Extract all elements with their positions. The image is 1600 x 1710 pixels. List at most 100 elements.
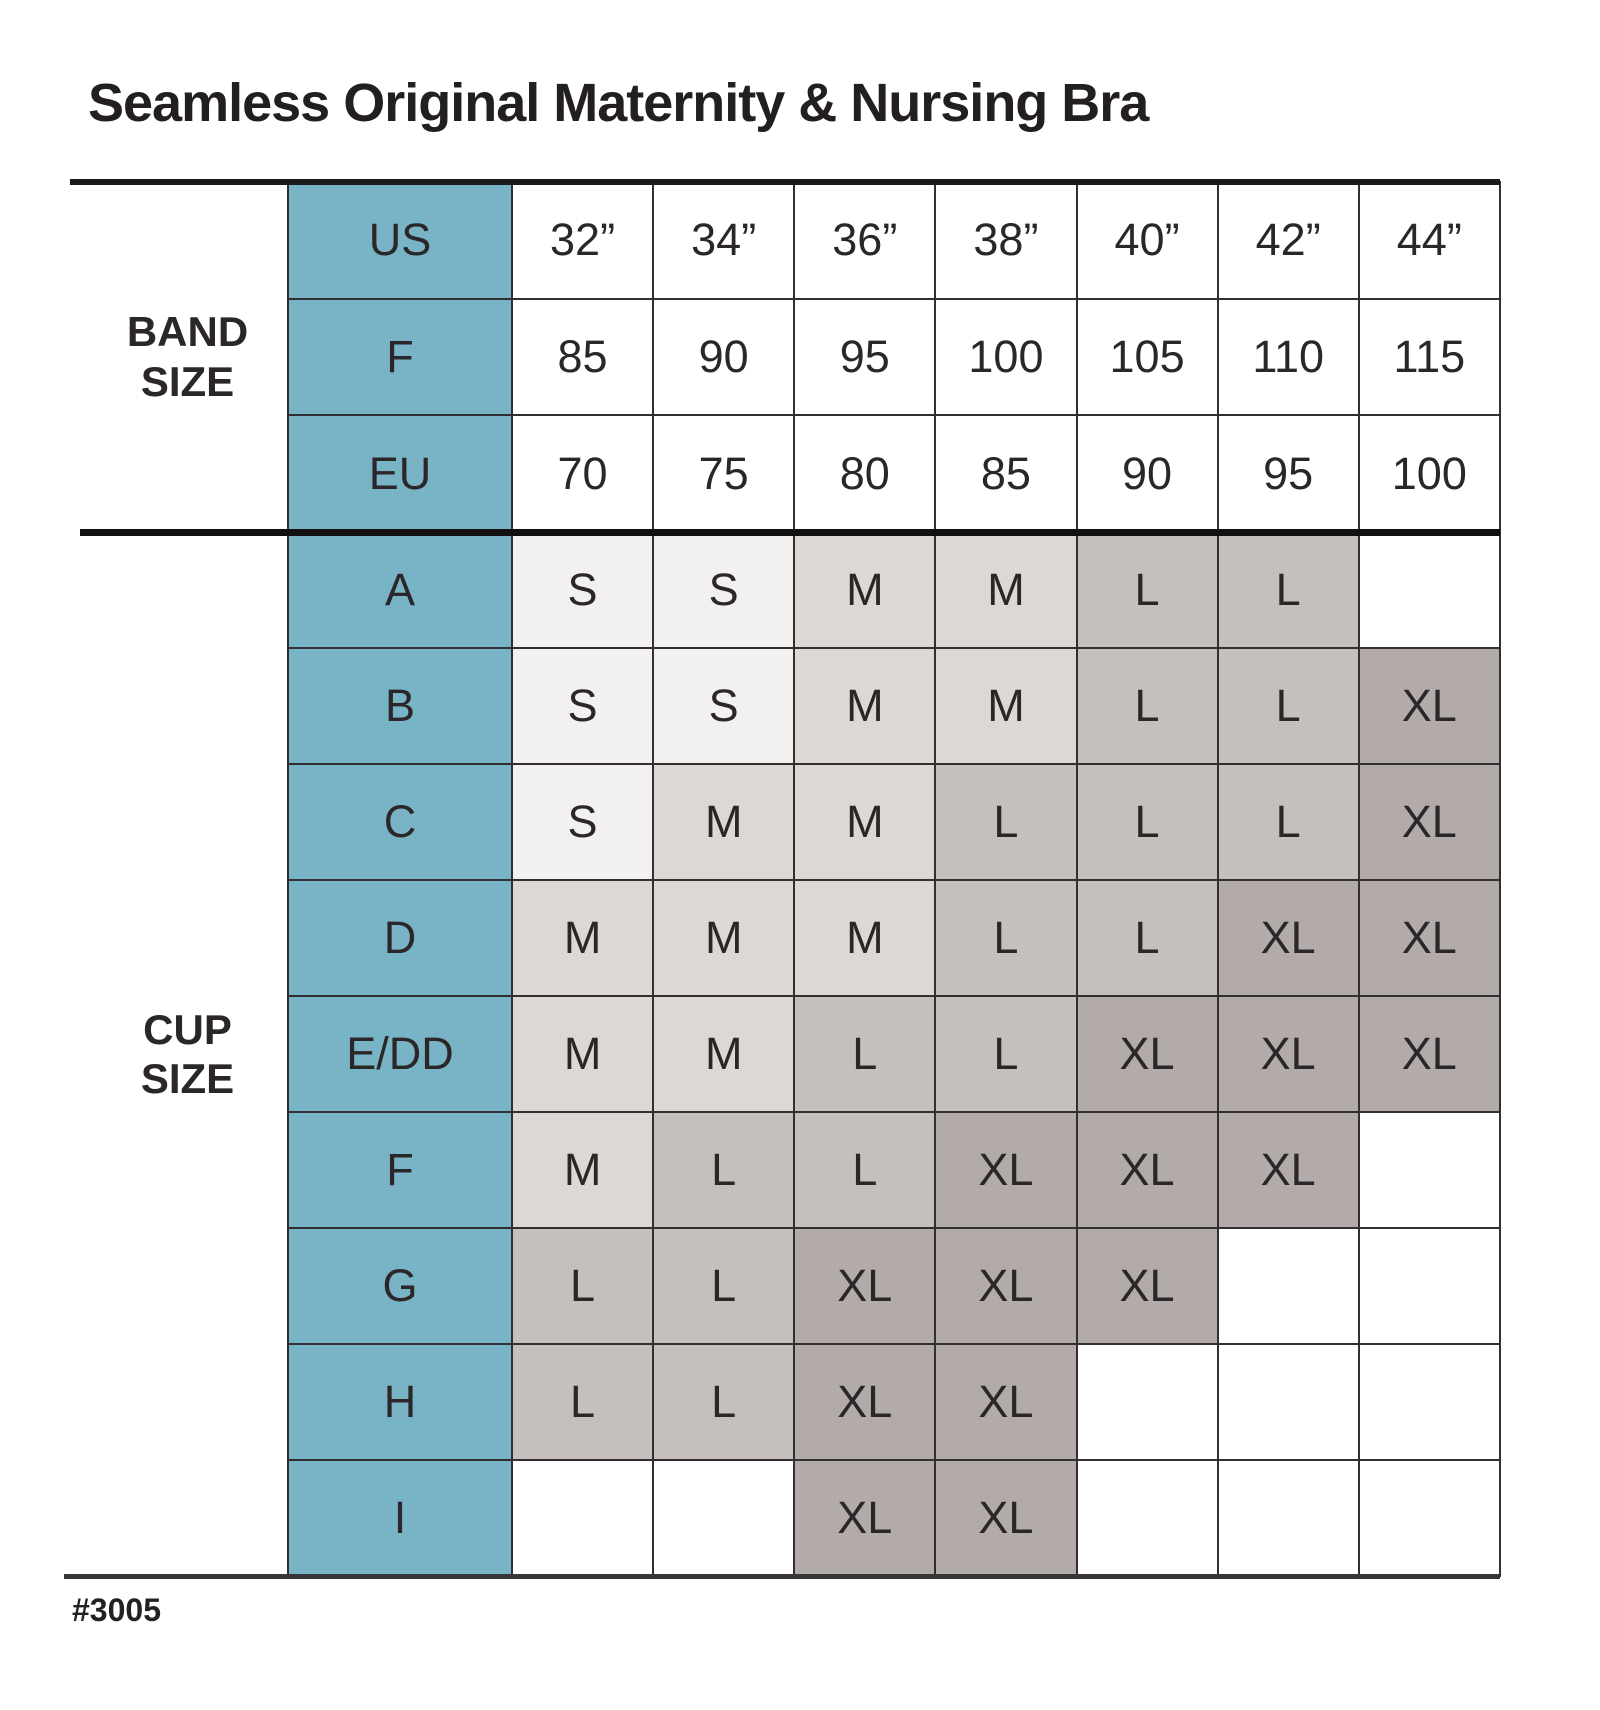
size-cell: M <box>793 879 937 998</box>
size-cell <box>1357 1459 1501 1578</box>
cup-row-key-c: C <box>287 763 513 882</box>
cup-size-label: CUP SIZE <box>88 532 288 1577</box>
band-value-cell: 100 <box>1357 414 1501 534</box>
size-cell <box>1216 1343 1360 1462</box>
size-cell <box>1357 1343 1501 1462</box>
size-cell: M <box>652 995 796 1114</box>
size-cell: XL <box>793 1343 937 1462</box>
size-cell: M <box>510 995 655 1114</box>
size-cell: L <box>793 995 937 1114</box>
size-cell <box>652 1459 796 1578</box>
band-value-cell: 85 <box>934 414 1078 534</box>
cup-row-key-b: B <box>287 647 513 766</box>
band-value-cell: 105 <box>1075 297 1219 417</box>
size-cell: XL <box>1357 995 1501 1114</box>
size-cell: S <box>652 647 796 766</box>
size-cell <box>1075 1459 1219 1578</box>
size-cell: M <box>934 647 1078 766</box>
table-bottom-rule <box>64 1574 1500 1579</box>
size-cell: M <box>652 879 796 998</box>
size-cell: S <box>510 531 655 650</box>
size-cell: XL <box>1357 879 1501 998</box>
cup-row-key-d: D <box>287 879 513 998</box>
table-row-cup-b: B S S M M L L XL <box>88 647 1501 766</box>
table-row-cup-h: H L L XL XL <box>88 1343 1501 1462</box>
cup-row-key-a: A <box>287 531 513 650</box>
size-cell: L <box>934 995 1078 1114</box>
size-cell: XL <box>934 1111 1078 1230</box>
table-row-cup-edd: E/DD M M L L XL XL XL <box>88 995 1501 1114</box>
size-cell: M <box>793 647 937 766</box>
band-value-cell: 70 <box>510 414 655 534</box>
band-value-cell: 80 <box>793 414 937 534</box>
size-cell: L <box>1075 879 1219 998</box>
size-cell <box>510 1459 655 1578</box>
table-row-band-us: BAND SIZE US 32” 34” 36” 38” 40” 42” 44” <box>88 181 1501 533</box>
size-cell: L <box>510 1343 655 1462</box>
band-value-cell: 95 <box>1216 414 1360 534</box>
size-cell: L <box>1075 647 1219 766</box>
band-value-cell: 34” <box>652 181 796 300</box>
size-cell: L <box>652 1111 796 1230</box>
cup-row-key-g: G <box>287 1227 513 1346</box>
band-row-key-eu: EU <box>287 414 513 534</box>
table-row-cup-a: CUP SIZE A S S M M L L <box>88 531 1501 1577</box>
size-cell: L <box>793 1111 937 1230</box>
band-value-cell: 36” <box>793 181 937 300</box>
band-value-cell: 44” <box>1357 181 1501 300</box>
band-value-cell: 75 <box>652 414 796 534</box>
band-value-cell: 110 <box>1216 297 1360 417</box>
size-cell: XL <box>1075 995 1219 1114</box>
size-cell: M <box>793 531 937 650</box>
band-row-key-us: US <box>287 181 513 300</box>
size-cell: XL <box>1075 1111 1219 1230</box>
size-cell: M <box>934 531 1078 650</box>
band-value-cell: 95 <box>793 297 937 417</box>
size-cell: L <box>510 1227 655 1346</box>
table-row-cup-g: G L L XL XL XL <box>88 1227 1501 1346</box>
size-cell: M <box>793 763 937 882</box>
band-value-cell: 90 <box>652 297 796 417</box>
size-cell: S <box>510 763 655 882</box>
size-cell <box>1216 1459 1360 1578</box>
size-cell <box>1216 1227 1360 1346</box>
cup-row-key-edd: E/DD <box>287 995 513 1114</box>
table-row-cup-i: I XL XL <box>88 1459 1501 1578</box>
size-cell: L <box>1216 531 1360 650</box>
table-row-cup-c: C S M M L L L XL <box>88 763 1501 882</box>
band-value-cell: 100 <box>934 297 1078 417</box>
size-cell: M <box>652 763 796 882</box>
table-row-cup-f: F M L L XL XL XL <box>88 1111 1501 1230</box>
table-top-rule <box>70 179 1500 185</box>
table-row-band-eu: EU 70 75 80 85 90 95 100 <box>88 414 1501 534</box>
band-size-label: BAND SIZE <box>88 182 288 533</box>
size-cell: M <box>510 879 655 998</box>
size-cell: XL <box>793 1227 937 1346</box>
band-cup-separator-rule <box>80 529 1500 536</box>
cup-row-key-i: I <box>287 1459 513 1578</box>
size-cell: XL <box>793 1459 937 1578</box>
size-cell: XL <box>934 1459 1078 1578</box>
size-cell: L <box>652 1343 796 1462</box>
size-cell: XL <box>1216 995 1360 1114</box>
size-cell: XL <box>1357 763 1501 882</box>
band-value-cell: 90 <box>1075 414 1219 534</box>
size-cell: L <box>1075 531 1219 650</box>
style-number: #3005 <box>72 1592 161 1628</box>
band-value-cell: 40” <box>1075 181 1219 300</box>
size-cell <box>1357 1227 1501 1346</box>
size-cell: L <box>934 879 1078 998</box>
size-cell: S <box>652 531 796 650</box>
page-title: Seamless Original Maternity & Nursing Br… <box>88 73 1149 133</box>
size-cell: L <box>1075 763 1219 882</box>
table-row-cup-d: D M M M L L XL XL <box>88 879 1501 998</box>
band-value-cell: 42” <box>1216 181 1360 300</box>
size-cell: L <box>934 763 1078 882</box>
size-cell: XL <box>934 1343 1078 1462</box>
table-row-band-f: F 85 90 95 100 105 110 115 <box>88 297 1501 417</box>
size-cell: S <box>510 647 655 766</box>
band-value-cell: 115 <box>1357 297 1501 417</box>
band-row-key-f: F <box>287 297 513 417</box>
size-cell: XL <box>1216 879 1360 998</box>
